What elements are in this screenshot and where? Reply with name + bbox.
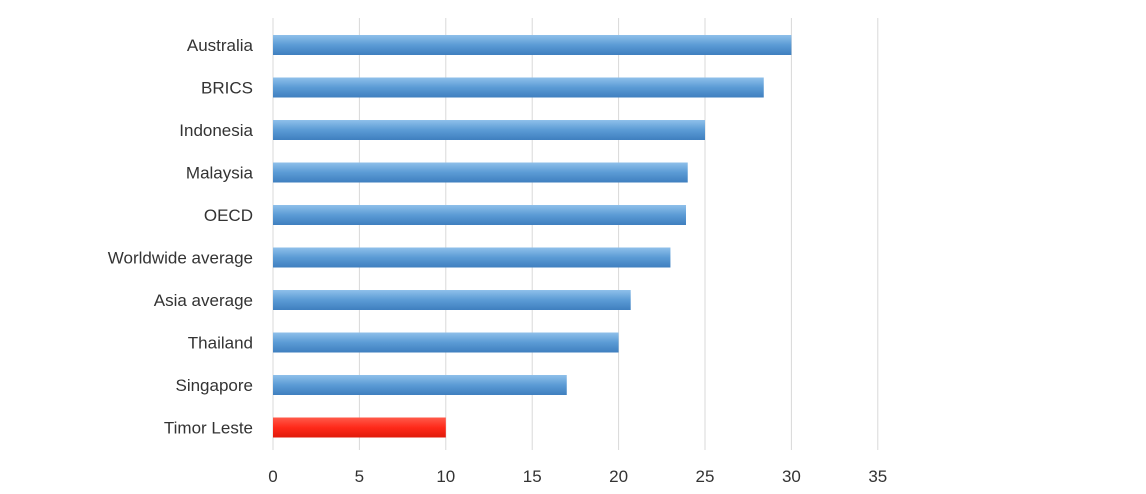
bars	[273, 35, 792, 438]
bar-timor-leste	[273, 417, 446, 438]
category-label-thailand: Thailand	[188, 334, 253, 353]
bar-worldwide-average	[273, 247, 671, 268]
category-label-singapore: Singapore	[175, 376, 253, 395]
bar-oecd	[273, 205, 686, 225]
x-tick-label-20: 20	[609, 467, 628, 486]
category-labels: Australia BRICS Indonesia Malaysia OECD World…	[108, 36, 254, 438]
x-axis-tick-labels: 0 5 10 15 20 25 30 35	[268, 467, 887, 486]
bar-malaysia	[273, 162, 688, 183]
x-tick-label-25: 25	[696, 467, 715, 486]
category-label-timor-leste: Timor Leste	[164, 419, 253, 438]
x-tick-label-5: 5	[355, 467, 364, 486]
bar-brics	[273, 77, 764, 98]
category-label-malaysia: Malaysia	[186, 164, 254, 183]
bar-australia	[273, 35, 792, 55]
x-tick-label-0: 0	[268, 467, 277, 486]
bar-thailand	[273, 332, 619, 353]
bar-asia-average	[273, 290, 631, 310]
x-tick-label-15: 15	[523, 467, 542, 486]
category-label-oecd: OECD	[204, 206, 253, 225]
bar-indonesia	[273, 120, 705, 140]
category-label-indonesia: Indonesia	[179, 121, 253, 140]
x-tick-label-35: 35	[868, 467, 887, 486]
x-tick-label-30: 30	[782, 467, 801, 486]
x-tick-label-10: 10	[436, 467, 455, 486]
category-label-asia-average: Asia average	[154, 291, 253, 310]
category-label-australia: Australia	[187, 36, 254, 55]
category-label-worldwide-average: Worldwide average	[108, 249, 253, 268]
bar-singapore	[273, 375, 567, 395]
category-label-brics: BRICS	[201, 79, 253, 98]
